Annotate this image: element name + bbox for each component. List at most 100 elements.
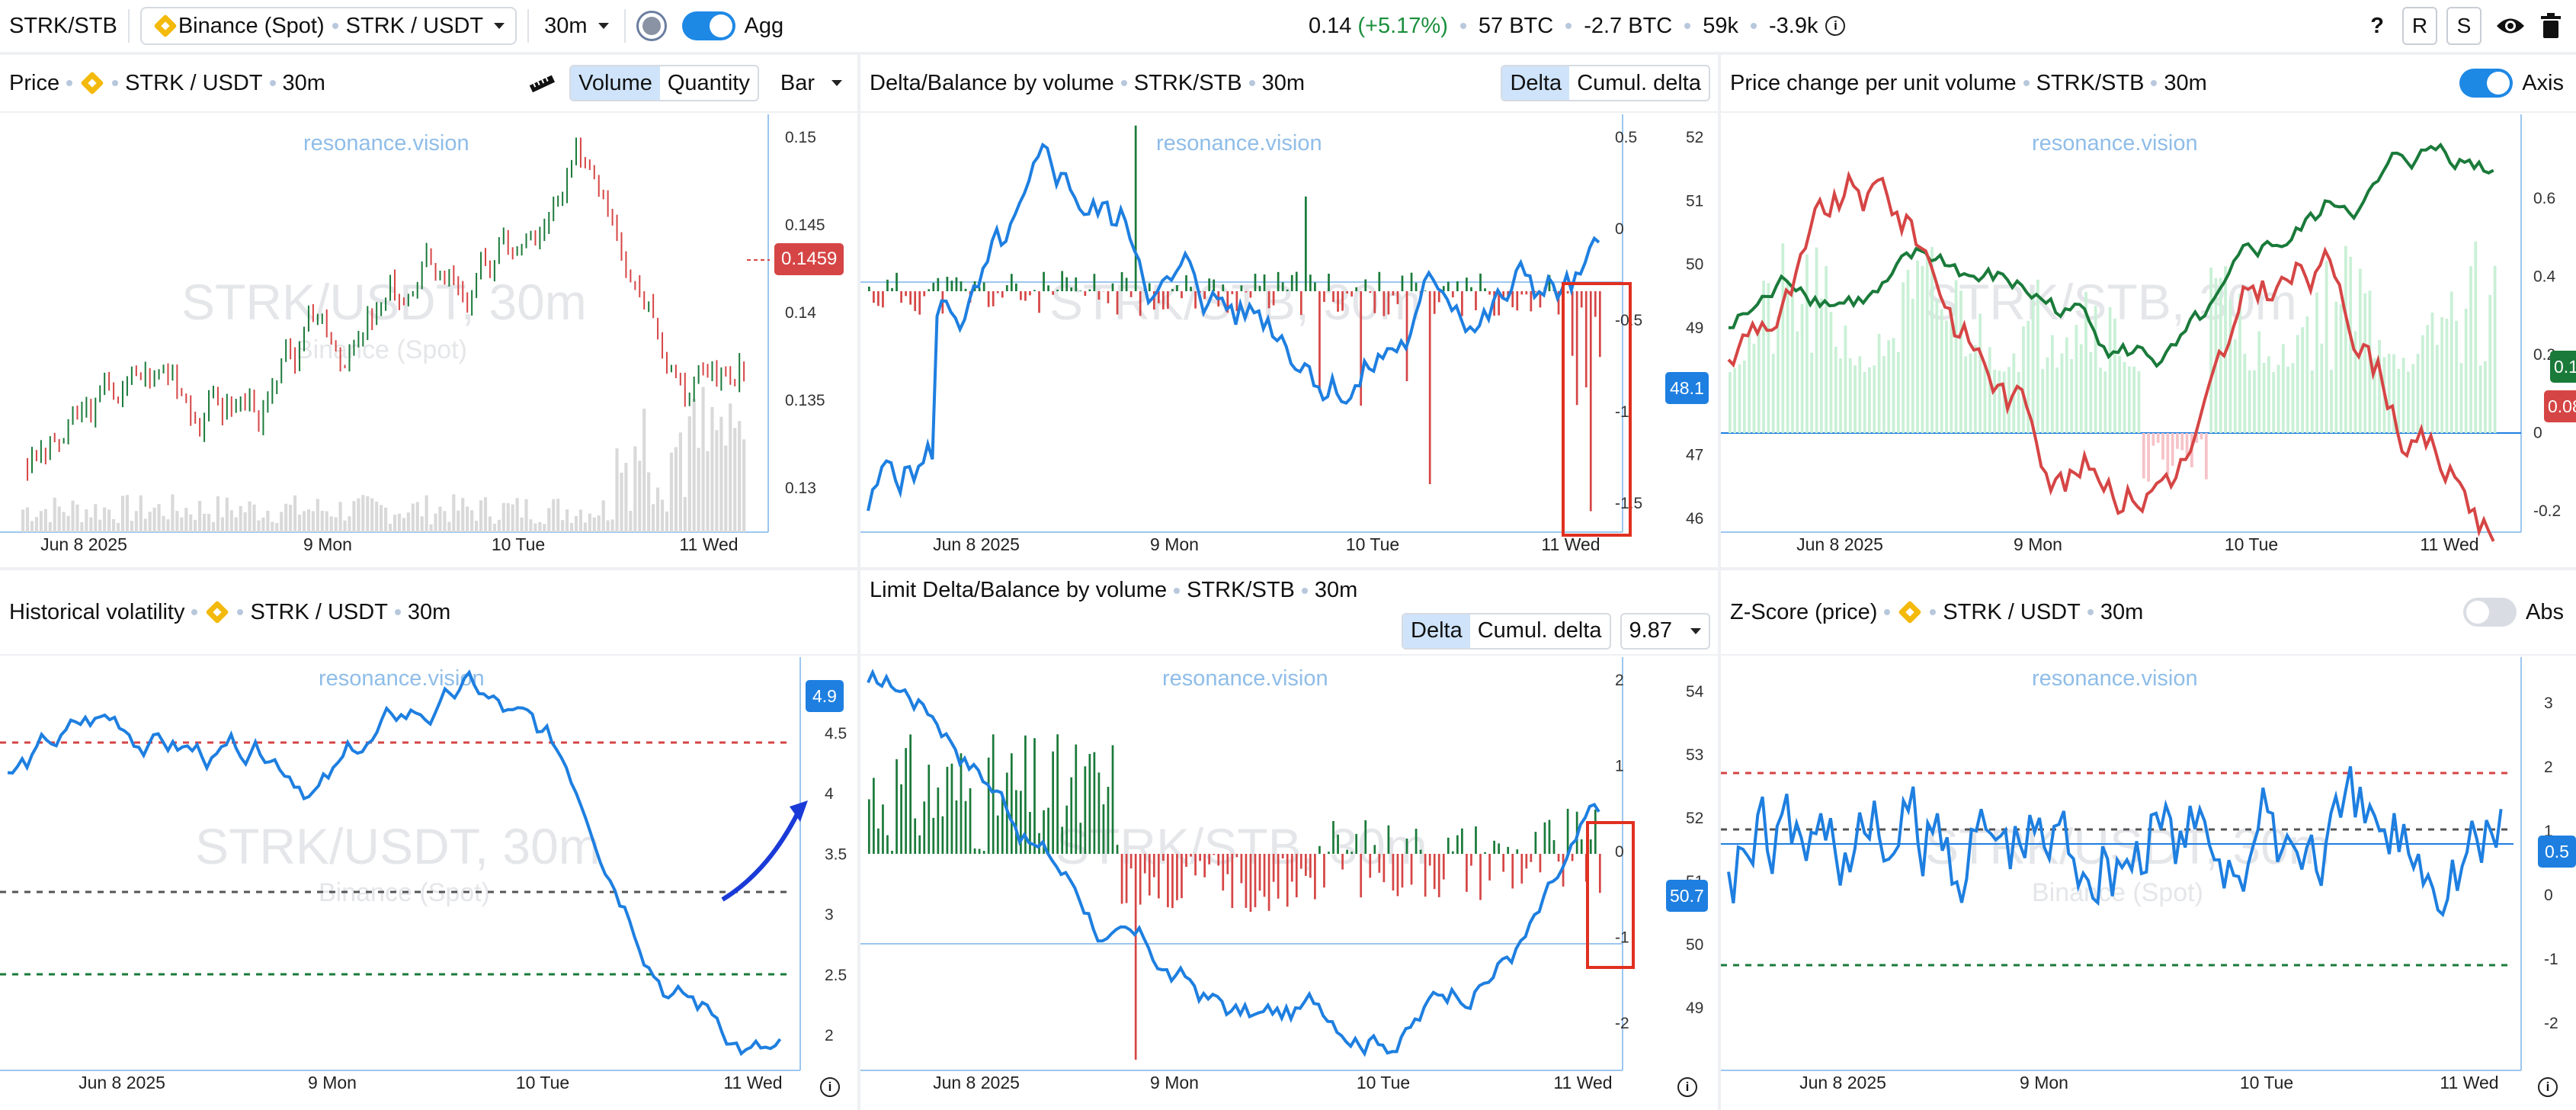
help-button[interactable]: ?: [2370, 13, 2384, 38]
delta-bar: [1328, 273, 1330, 291]
delta-bar: [982, 282, 985, 291]
volume-bar: [1973, 345, 1977, 433]
delta-chart[interactable]: resonance.vision STRK/STB, 30m 0.5 0 -0.5-…: [860, 114, 1718, 605]
delta-bar: [1111, 745, 1114, 854]
interval-select[interactable]: 30m: [540, 14, 613, 39]
volume-button[interactable]: Volume: [571, 66, 660, 100]
volume-bar: [2459, 363, 2463, 433]
volume-bar: [443, 511, 447, 532]
eye-icon[interactable]: [2495, 14, 2526, 37]
delta-bar: [946, 766, 949, 854]
volume-bar: [1950, 307, 1953, 433]
separator-dot: [112, 80, 119, 86]
volume-bar: [220, 517, 224, 532]
exchange-symbol-select[interactable]: Binance (Spot) STRK / USDT: [139, 7, 517, 45]
delta-bar: [1226, 854, 1229, 874]
limit-delta-chart[interactable]: resonance.vision STRK/STB, 30m 2 1 0 -1 -2 54…: [860, 657, 1718, 1110]
delta-bar: [1355, 833, 1358, 854]
volume-bar: [392, 515, 397, 532]
delta-bar: [1350, 291, 1353, 297]
cumul-delta-button[interactable]: Cumul. delta: [1477, 618, 1602, 643]
info-icon[interactable]: i: [2538, 1077, 2558, 1097]
volume-bar: [1805, 254, 1809, 433]
record-icon[interactable]: [636, 11, 667, 41]
volume-bar: [1781, 243, 1785, 433]
volume-bar: [647, 472, 651, 532]
volume-bar: [429, 524, 433, 532]
axis-tick-label: 0.5: [1615, 129, 1637, 146]
volume-bar: [152, 507, 156, 532]
volume-bar: [71, 500, 75, 532]
s-button[interactable]: S: [2446, 7, 2481, 45]
panel-interval: 30m: [282, 70, 325, 95]
volume-bar: [134, 511, 138, 532]
zscore-chart[interactable]: resonance.vision STRK/USDT, 30m Binance …: [1721, 657, 2576, 1110]
volume-bar: [524, 499, 528, 532]
volume-bar: [574, 515, 578, 532]
ruler-icon[interactable]: [528, 74, 556, 92]
cumul-delta-button[interactable]: Cumul. delta: [1577, 70, 1701, 95]
volume-bar: [180, 517, 184, 532]
price-chart[interactable]: resonance.vision STRK/USDT, 30m Binance …: [0, 114, 857, 605]
info-icon[interactable]: i: [1677, 1077, 1697, 1097]
delta-bar: [973, 848, 976, 854]
delta-bar: [1470, 287, 1472, 291]
axis-tick-label: 3.5: [825, 845, 847, 863]
volume-bar: [447, 521, 451, 532]
volume-bar: [2411, 364, 2415, 433]
watermark-site: resonance.vision: [2032, 131, 2198, 156]
green-line: [1728, 142, 2494, 369]
delta-bar: [1415, 829, 1418, 854]
axis-tick-label: -2: [1615, 1015, 1629, 1032]
trash-icon[interactable]: [2539, 13, 2562, 39]
chart-type-select[interactable]: Bar: [780, 70, 815, 95]
agg-toggle[interactable]: [681, 11, 735, 40]
filter-select[interactable]: 9.87: [1620, 612, 1710, 650]
info-icon[interactable]: i: [1825, 16, 1846, 36]
volume-bar: [234, 517, 238, 532]
pcv-chart[interactable]: resonance.vision STRK/STB, 30m 0.6 0.4 0.2…: [1721, 114, 2576, 605]
panel-interval: 30m: [2100, 599, 2144, 624]
volume-bar: [53, 497, 56, 532]
x-axis-label: Jun 8 2025: [933, 1073, 1020, 1092]
quantity-button[interactable]: Quantity: [667, 70, 750, 95]
delta-bar: [896, 759, 898, 854]
delta-bar: [905, 291, 907, 297]
delta-bar: [1364, 279, 1367, 291]
panel-symbol: STRK / USDT: [1943, 599, 2081, 624]
info-icon[interactable]: i: [820, 1077, 840, 1097]
delta-bar: [1231, 291, 1234, 294]
volume-bar: [2296, 335, 2299, 433]
delta-bar: [1176, 285, 1178, 291]
axis-toggle[interactable]: [2459, 69, 2514, 98]
pair-label[interactable]: STRK/STB: [9, 13, 117, 38]
volume-bar: [2392, 354, 2395, 433]
delta-bar: [1466, 278, 1468, 291]
delta-bar: [900, 784, 902, 854]
delta-bar: [1424, 290, 1427, 291]
delta-bar: [1456, 281, 1459, 291]
volume-bar: [2007, 367, 2010, 433]
volume-bar: [1834, 346, 1837, 433]
chevron-down-icon[interactable]: [831, 80, 842, 86]
delta-bar: [891, 850, 893, 854]
volume-bar: [284, 503, 288, 532]
delta-bar: [1129, 291, 1133, 297]
axis-tick-label: 2.5: [825, 967, 847, 984]
volume-bar: [1786, 280, 1789, 433]
volume-bar: [338, 502, 342, 532]
delta-button[interactable]: Delta: [1403, 614, 1470, 648]
hv-chart[interactable]: resonance.vision STRK/USDT, 30m Binance …: [0, 657, 857, 1110]
volume-bar: [2099, 367, 2102, 433]
r-button[interactable]: R: [2402, 7, 2437, 45]
volume-bar: [139, 495, 143, 532]
x-axis-label: 9 Mon: [1150, 1073, 1199, 1092]
abs-toggle[interactable]: [2463, 598, 2517, 627]
x-axis-label: 11 Wed: [1553, 1073, 1612, 1092]
delta-bar: [928, 765, 931, 854]
delta-bar: [1010, 753, 1013, 854]
panel-header: Limit Delta/Balance by volume STRK/STB 3…: [860, 570, 1718, 656]
delta-button[interactable]: Delta: [1502, 66, 1570, 100]
delta-bar: [1084, 291, 1087, 297]
delta-bar: [964, 288, 967, 291]
